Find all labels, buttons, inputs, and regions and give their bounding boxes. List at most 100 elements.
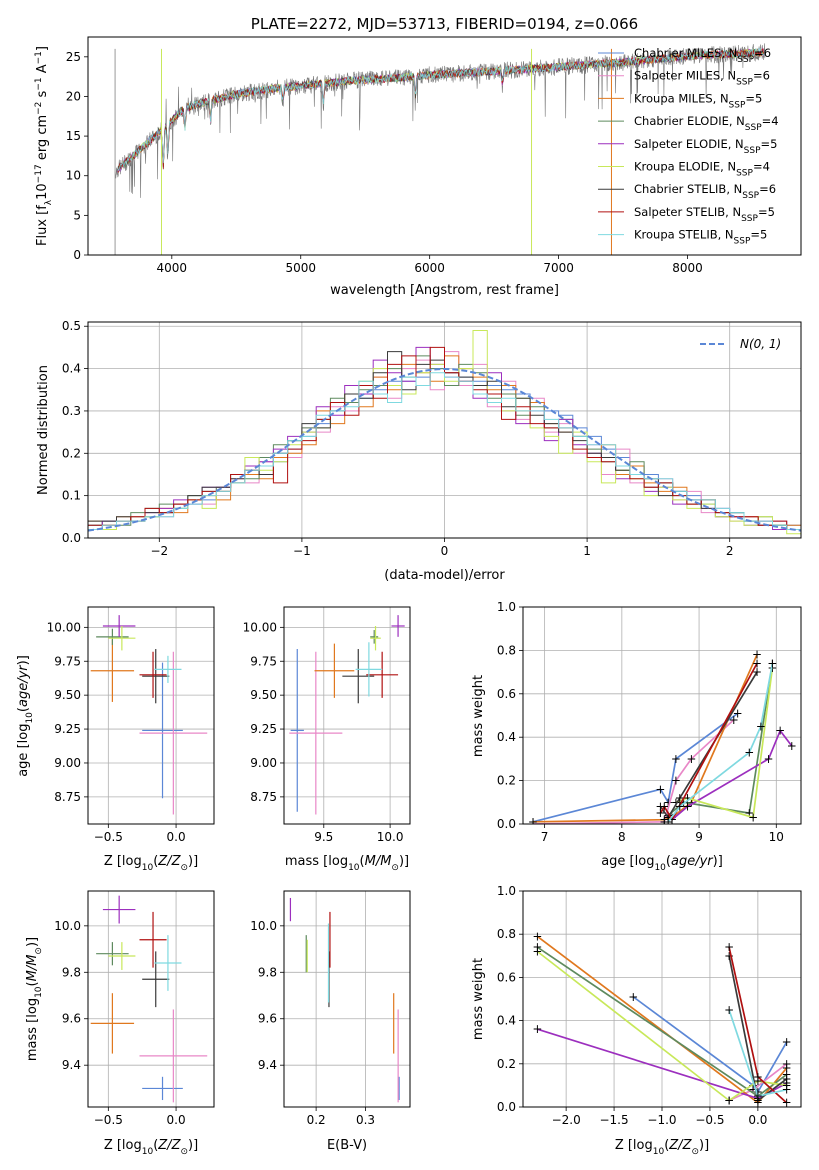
x-tick-label: 2 [726, 544, 734, 558]
y-axis-label: Normed distribution [36, 365, 51, 495]
legend-label: N(0, 1) [740, 337, 781, 351]
y-tick-label: 9.50 [250, 688, 277, 702]
legend-label: Chabrier STELIB, NSSP=6 [634, 182, 776, 201]
x-tick-label: 0.0 [167, 1113, 186, 1127]
x-tick-label: −1 [293, 544, 311, 558]
y-tick-label: 1.0 [497, 600, 516, 614]
marker: + [671, 752, 681, 766]
marker: + [682, 800, 692, 814]
marker: + [532, 1022, 542, 1036]
y-tick-label: 9.4 [62, 1058, 81, 1072]
histogram-step [88, 372, 801, 538]
mass-weight-line [532, 654, 758, 823]
axes-frame [87, 321, 802, 539]
x-tick-label: 9 [695, 830, 703, 844]
marker: + [729, 713, 739, 727]
legend-label: Kroupa MILES, NSSP=5 [634, 91, 762, 110]
axes-mass-vs-EBV: 0.2 0.3 9.4 9.6 9.8 10.0 [250, 890, 411, 1127]
y-tick-label: 0.0 [497, 1100, 516, 1114]
y-axis-label: mass weight [471, 675, 486, 757]
marker: + [659, 813, 669, 827]
x-tick-label: 8 [618, 830, 626, 844]
x-tick-label: 6000 [414, 261, 445, 275]
marker: + [663, 808, 673, 822]
mass-weight-line [667, 663, 774, 816]
marker: + [682, 791, 692, 805]
y-tick-label: 0.0 [62, 531, 81, 545]
marker: + [782, 1057, 792, 1071]
mass-weight-line [536, 950, 787, 1102]
marker: + [782, 1083, 792, 1097]
x-tick-label: 0.2 [307, 1113, 326, 1127]
legend-label: Chabrier MILES, NSSP=6 [634, 46, 771, 65]
y-tick-label: 10.0 [54, 919, 81, 933]
marker: + [748, 1083, 758, 1097]
y-tick-label: 9.00 [250, 756, 277, 770]
legend-label: Salpeter STELIB, NSSP=5 [634, 205, 775, 224]
plot-area: +++++++++++++++++++ +++++++++ + [532, 929, 792, 1108]
x-axis-label: mass [log10(M/M⊙)] [285, 854, 409, 873]
x-tick-label: −2 [150, 544, 168, 558]
marker: + [655, 800, 665, 814]
axes-mass-weight-vs-Z: −2.0 −1.5 −1.0 −0.5 0.00.00.20.40.60.81.0+++… [497, 884, 802, 1127]
marker: + [675, 791, 685, 805]
axes-frame [87, 606, 215, 825]
marker: + [628, 990, 638, 1004]
model-spectrum-line [117, 47, 764, 172]
marker: + [532, 940, 542, 954]
axes-residuals: −2 −1 0 1 2 0.0 0.1 0.2 0.3 0.4 0.5 [62, 319, 802, 558]
marker: + [686, 795, 696, 809]
x-axis-label: E(B-V) [327, 1138, 367, 1153]
plot-area [289, 897, 400, 1103]
x-axis-label: Z [log10(Z/Z⊙)] [615, 1138, 709, 1157]
x-tick-label: 0 [441, 544, 449, 558]
marker: + [686, 752, 696, 766]
x-tick-label: 0.0 [748, 1113, 767, 1127]
x-tick-label: 8000 [672, 261, 703, 275]
x-tick-label: −0.5 [94, 830, 123, 844]
y-tick-label: 9.25 [54, 722, 81, 736]
legend-label: Salpeter ELODIE, NSSP=5 [634, 137, 777, 156]
mass-weight-line [728, 1063, 788, 1102]
y-tick-label: 0.6 [497, 970, 516, 984]
y-tick-label: 0.4 [497, 730, 516, 744]
marker: + [764, 752, 774, 766]
marker: + [655, 806, 665, 820]
x-tick-label: 10 [769, 830, 784, 844]
plot-area [88, 330, 801, 538]
plot-area [114, 43, 766, 255]
axes-mass-vs-Z: −0.5 0.0 9.4 9.6 9.8 10.0 [54, 890, 215, 1127]
mass-weight-line [659, 662, 758, 822]
y-tick-label: 8.75 [250, 790, 277, 804]
y-tick-label: 0.0 [497, 817, 516, 831]
y-tick-label: 8.75 [54, 790, 81, 804]
marker: + [733, 706, 743, 720]
marker: + [671, 774, 681, 788]
x-tick-label: −2.0 [552, 1113, 581, 1127]
marker: + [753, 1070, 763, 1084]
mass-weight-line [667, 663, 774, 823]
marker: + [753, 1074, 763, 1088]
marker: + [675, 800, 685, 814]
plot-area [289, 615, 405, 815]
y-tick-label: 1.0 [497, 884, 516, 898]
marker: + [787, 739, 797, 753]
mass-weight-line [728, 955, 788, 1102]
plot-area: ++++++ +++++ ++++++++++++++ +++++++++++++++… [528, 648, 797, 827]
x-axis-label: wavelength [Angstrom, rest frame] [330, 283, 559, 298]
x-axis-label: Z [log10(Z/Z⊙)] [104, 1138, 198, 1157]
marker: + [724, 940, 734, 954]
marker: + [671, 795, 681, 809]
marker: + [724, 1094, 734, 1108]
x-tick-label: 0.3 [356, 1113, 375, 1127]
y-tick-label: 0.4 [497, 1014, 516, 1028]
legend-label: Kroupa STELIB, NSSP=5 [634, 228, 767, 247]
marker: + [753, 1085, 763, 1099]
y-tick-label: 0.2 [62, 446, 81, 460]
y-axis-label: mass [log10(M/M⊙)] [25, 937, 44, 1061]
y-tick-label: 0.8 [497, 927, 516, 941]
axes-mass-weight-vs-age: 7 8 9 100.00.20.40.60.81.0++++++ +++++ ++++++… [497, 600, 802, 844]
marker: + [756, 719, 766, 733]
marker: + [663, 810, 673, 824]
